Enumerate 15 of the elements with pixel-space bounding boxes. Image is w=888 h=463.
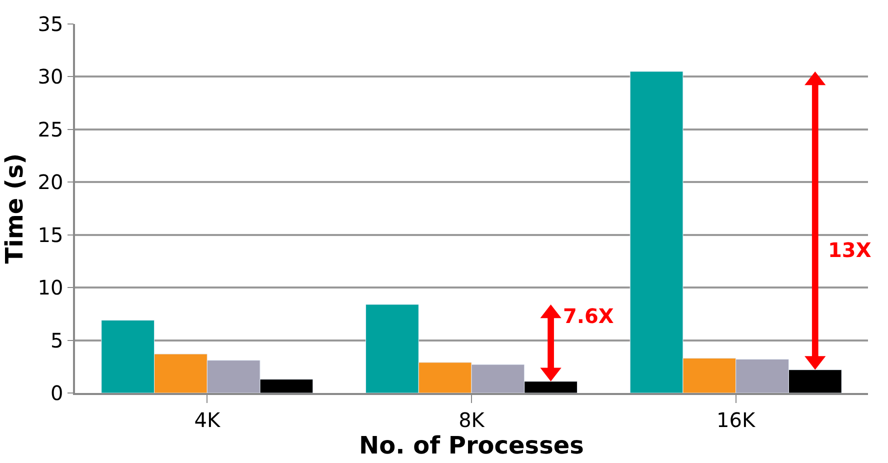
x-tick-label: 8K [458, 408, 486, 432]
annotation: 7.6X [563, 304, 614, 328]
y-tick-label: 10 [38, 276, 64, 300]
y-tick-label: 15 [38, 222, 64, 247]
y-tick-label: 5 [50, 328, 64, 352]
y-tick-label: 30 [38, 64, 64, 89]
y-tick-label: 20 [38, 170, 64, 194]
y-axis-title: Time (s) [0, 153, 28, 264]
annotation: 13X [828, 238, 872, 262]
y-tick-label: 25 [38, 117, 64, 142]
y-tick-label: 35 [38, 12, 64, 36]
x-axis-title: No. of Processes [359, 432, 584, 460]
x-tick-label: 16K [716, 408, 756, 432]
y-tick-label: 0 [50, 381, 64, 405]
x-tick-label: 4K [194, 408, 221, 432]
